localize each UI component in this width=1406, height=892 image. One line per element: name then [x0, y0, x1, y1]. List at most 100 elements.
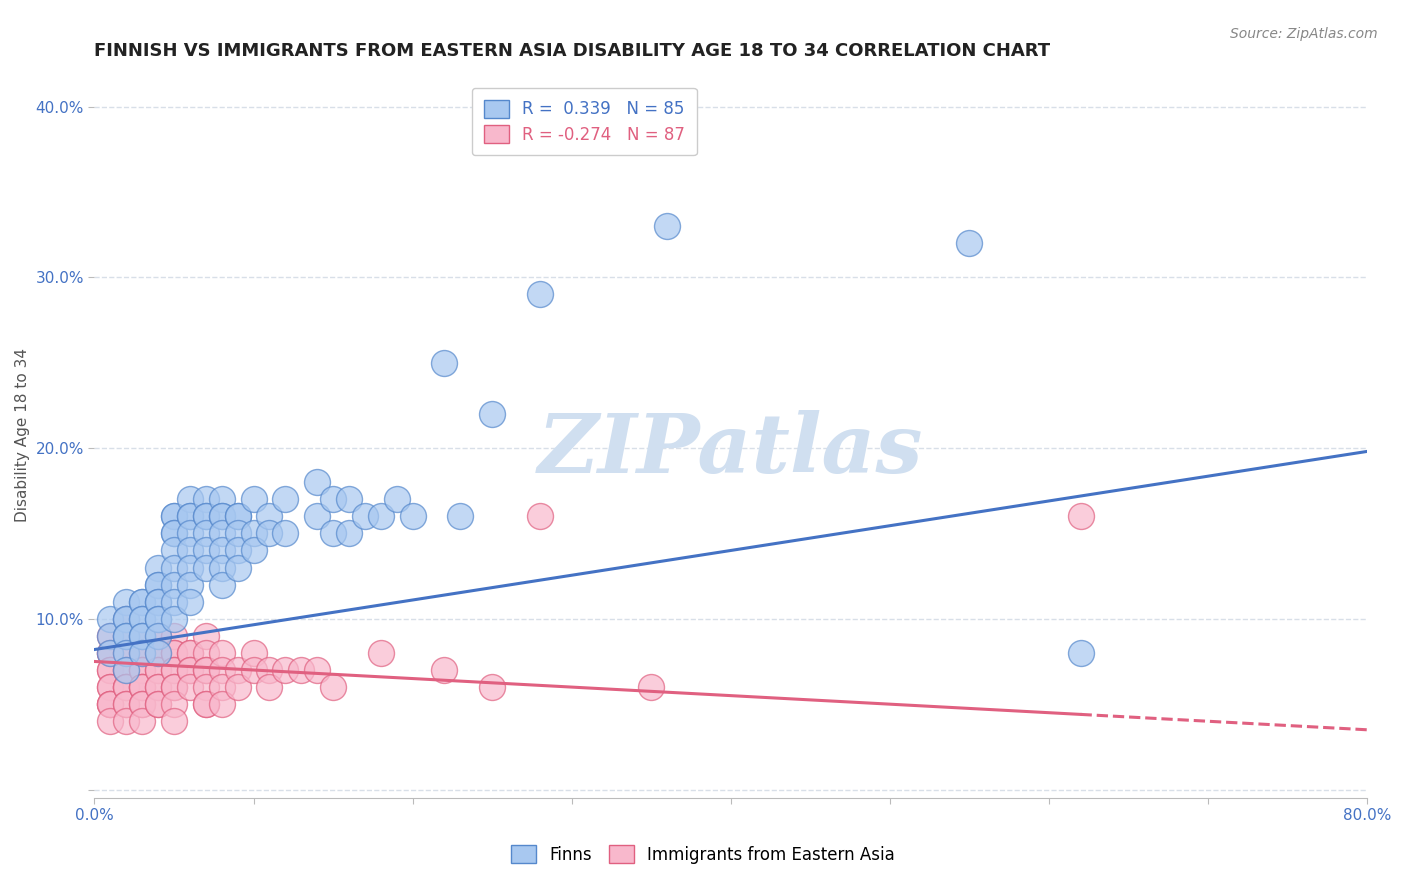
Point: [274, 492, 297, 507]
Point: [259, 680, 281, 694]
Point: [115, 663, 138, 677]
Point: [131, 663, 153, 677]
Point: [115, 629, 138, 643]
Point: [115, 612, 138, 626]
Point: [100, 663, 122, 677]
Point: [179, 526, 201, 541]
Point: [194, 663, 217, 677]
Point: [322, 526, 344, 541]
Point: [194, 509, 217, 524]
Point: [163, 646, 186, 660]
Point: [179, 663, 201, 677]
Point: [146, 697, 169, 711]
Point: [115, 646, 138, 660]
Point: [179, 663, 201, 677]
Point: [146, 663, 169, 677]
Point: [655, 219, 678, 233]
Point: [226, 680, 249, 694]
Point: [163, 543, 186, 558]
Point: [163, 663, 186, 677]
Point: [194, 543, 217, 558]
Point: [146, 629, 169, 643]
Point: [179, 680, 201, 694]
Point: [115, 629, 138, 643]
Point: [100, 663, 122, 677]
Point: [146, 663, 169, 677]
Point: [211, 509, 233, 524]
Point: [115, 680, 138, 694]
Point: [194, 492, 217, 507]
Point: [115, 714, 138, 729]
Point: [226, 663, 249, 677]
Point: [211, 646, 233, 660]
Point: [131, 646, 153, 660]
Point: [100, 646, 122, 660]
Point: [242, 526, 264, 541]
Point: [100, 629, 122, 643]
Point: [146, 612, 169, 626]
Point: [290, 663, 312, 677]
Point: [179, 543, 201, 558]
Point: [115, 697, 138, 711]
Point: [100, 697, 122, 711]
Point: [353, 509, 375, 524]
Point: [115, 629, 138, 643]
Point: [146, 680, 169, 694]
Point: [1070, 646, 1092, 660]
Point: [194, 697, 217, 711]
Point: [259, 509, 281, 524]
Point: [131, 646, 153, 660]
Point: [100, 697, 122, 711]
Point: [274, 663, 297, 677]
Point: [211, 697, 233, 711]
Point: [274, 526, 297, 541]
Point: [1070, 509, 1092, 524]
Point: [131, 629, 153, 643]
Point: [131, 629, 153, 643]
Legend: R =  0.339   N = 85, R = -0.274   N = 87: R = 0.339 N = 85, R = -0.274 N = 87: [472, 88, 696, 155]
Point: [194, 697, 217, 711]
Point: [481, 407, 503, 421]
Point: [115, 646, 138, 660]
Point: [307, 663, 329, 677]
Text: FINNISH VS IMMIGRANTS FROM EASTERN ASIA DISABILITY AGE 18 TO 34 CORRELATION CHAR: FINNISH VS IMMIGRANTS FROM EASTERN ASIA …: [94, 42, 1050, 60]
Point: [146, 646, 169, 660]
Point: [115, 680, 138, 694]
Point: [211, 509, 233, 524]
Point: [100, 629, 122, 643]
Point: [146, 646, 169, 660]
Point: [163, 663, 186, 677]
Point: [337, 492, 360, 507]
Point: [115, 612, 138, 626]
Y-axis label: Disability Age 18 to 34: Disability Age 18 to 34: [15, 348, 30, 522]
Point: [211, 526, 233, 541]
Point: [211, 492, 233, 507]
Point: [307, 475, 329, 490]
Point: [449, 509, 471, 524]
Point: [242, 492, 264, 507]
Point: [242, 663, 264, 677]
Point: [957, 236, 980, 251]
Point: [115, 663, 138, 677]
Text: Source: ZipAtlas.com: Source: ZipAtlas.com: [1230, 27, 1378, 41]
Point: [115, 629, 138, 643]
Point: [640, 680, 662, 694]
Point: [163, 680, 186, 694]
Point: [115, 646, 138, 660]
Point: [179, 646, 201, 660]
Point: [163, 509, 186, 524]
Point: [163, 560, 186, 574]
Point: [194, 509, 217, 524]
Point: [115, 663, 138, 677]
Point: [226, 509, 249, 524]
Point: [194, 680, 217, 694]
Point: [194, 646, 217, 660]
Point: [100, 612, 122, 626]
Point: [259, 526, 281, 541]
Point: [529, 509, 551, 524]
Point: [131, 680, 153, 694]
Point: [115, 595, 138, 609]
Point: [100, 697, 122, 711]
Point: [211, 543, 233, 558]
Point: [131, 697, 153, 711]
